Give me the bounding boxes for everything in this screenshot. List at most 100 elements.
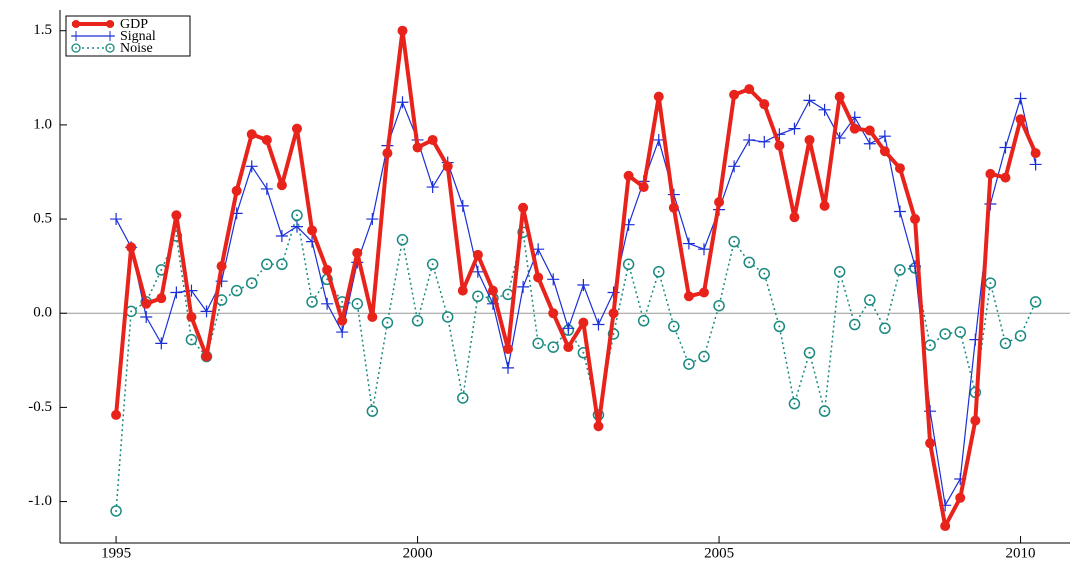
marker bbox=[818, 103, 831, 116]
data-point bbox=[126, 242, 137, 253]
data-point bbox=[985, 168, 996, 179]
data-point bbox=[1029, 158, 1042, 171]
data-point bbox=[925, 438, 936, 449]
data-point bbox=[110, 505, 122, 517]
data-point bbox=[819, 200, 830, 211]
marker bbox=[160, 268, 163, 271]
marker bbox=[893, 205, 906, 218]
data-point bbox=[789, 212, 800, 223]
marker bbox=[231, 185, 242, 196]
data-point bbox=[487, 285, 498, 296]
marker bbox=[235, 289, 238, 292]
data-point bbox=[729, 89, 740, 100]
marker bbox=[290, 220, 303, 233]
marker bbox=[563, 342, 574, 353]
data-point bbox=[698, 350, 710, 363]
data-point bbox=[141, 298, 152, 309]
data-point bbox=[426, 258, 439, 271]
marker bbox=[201, 351, 212, 362]
data-point bbox=[698, 287, 709, 298]
marker bbox=[894, 163, 905, 174]
marker bbox=[386, 321, 389, 324]
legend-label: Signal bbox=[120, 29, 156, 44]
marker bbox=[552, 346, 555, 349]
data-point bbox=[457, 392, 469, 404]
marker bbox=[838, 270, 841, 273]
data-point bbox=[322, 264, 333, 275]
marker bbox=[672, 325, 675, 328]
marker bbox=[200, 305, 213, 318]
data-point bbox=[623, 170, 634, 181]
marker bbox=[280, 263, 283, 266]
data-point bbox=[759, 99, 770, 110]
marker bbox=[718, 304, 721, 307]
marker bbox=[748, 261, 751, 264]
data-point bbox=[230, 284, 243, 297]
marker bbox=[352, 247, 363, 258]
marker bbox=[1015, 114, 1026, 125]
data-point bbox=[818, 405, 831, 417]
data-point bbox=[743, 133, 756, 146]
marker bbox=[431, 263, 434, 266]
data-point bbox=[366, 213, 379, 226]
data-point bbox=[306, 296, 318, 308]
data-point bbox=[999, 337, 1012, 350]
marker bbox=[577, 278, 590, 291]
data-point bbox=[653, 266, 665, 278]
marker bbox=[1034, 300, 1037, 303]
marker bbox=[336, 326, 349, 339]
marker bbox=[819, 200, 830, 211]
marker bbox=[426, 181, 439, 194]
marker bbox=[461, 396, 464, 399]
data-point bbox=[863, 137, 876, 150]
marker bbox=[155, 337, 168, 350]
legend-label: Noise bbox=[120, 41, 153, 56]
data-point bbox=[592, 318, 605, 331]
data-point bbox=[910, 214, 921, 225]
marker bbox=[396, 96, 409, 109]
marker bbox=[793, 402, 796, 405]
data-point bbox=[171, 210, 182, 221]
data-point bbox=[713, 299, 725, 312]
data-point bbox=[291, 209, 303, 222]
marker bbox=[476, 295, 479, 298]
data-point bbox=[471, 265, 484, 278]
data-point bbox=[682, 237, 695, 250]
data-point bbox=[1029, 296, 1042, 308]
marker bbox=[683, 291, 694, 302]
data-point bbox=[216, 261, 227, 272]
marker bbox=[592, 318, 605, 331]
marker bbox=[295, 214, 298, 217]
data-point bbox=[547, 273, 560, 286]
marker bbox=[276, 180, 287, 191]
marker bbox=[582, 351, 585, 354]
marker bbox=[456, 199, 469, 212]
marker bbox=[216, 261, 227, 272]
marker bbox=[518, 202, 529, 213]
marker bbox=[507, 293, 510, 296]
data-point bbox=[894, 264, 906, 276]
marker bbox=[642, 319, 645, 322]
data-point bbox=[818, 103, 831, 116]
data-point bbox=[502, 361, 515, 374]
marker bbox=[823, 410, 826, 413]
marker bbox=[487, 285, 498, 296]
marker bbox=[698, 287, 709, 298]
marker bbox=[733, 240, 736, 243]
marker bbox=[944, 332, 947, 335]
data-point bbox=[788, 122, 801, 135]
data-point bbox=[788, 397, 801, 410]
legend-marker bbox=[75, 47, 77, 49]
marker bbox=[401, 238, 404, 241]
marker bbox=[682, 237, 695, 250]
data-point bbox=[924, 339, 936, 351]
marker bbox=[763, 272, 766, 275]
marker bbox=[853, 323, 856, 326]
data-point bbox=[290, 220, 303, 233]
marker bbox=[1000, 172, 1011, 183]
marker bbox=[627, 263, 630, 266]
data-point bbox=[894, 163, 905, 174]
marker bbox=[517, 280, 530, 293]
x-tick-label: 1995 bbox=[101, 545, 131, 561]
